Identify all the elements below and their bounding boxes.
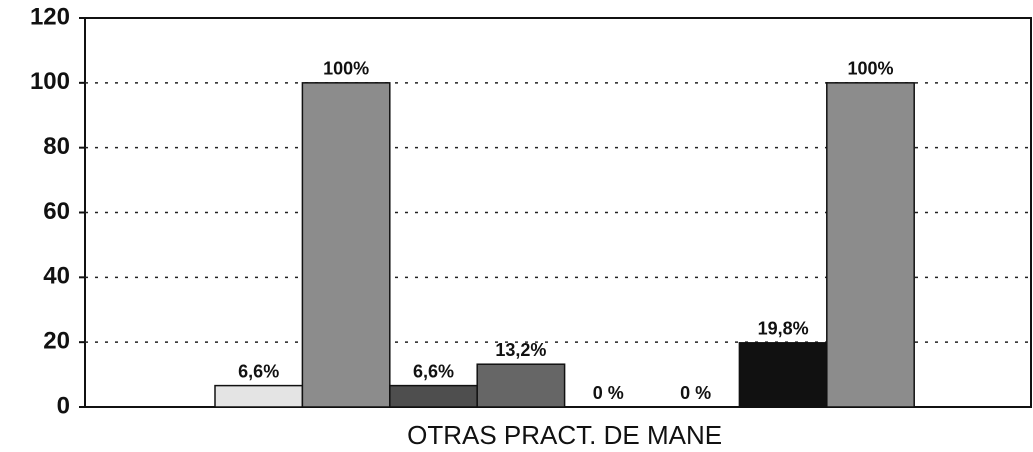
bar	[389, 384, 478, 408]
bar	[476, 363, 566, 408]
value-label: 13,2%	[495, 340, 546, 360]
y-tick-label: 0	[57, 392, 70, 419]
y-tick-label: 80	[43, 133, 70, 160]
y-tick-label: 100	[30, 68, 70, 95]
value-label: 100%	[847, 59, 893, 79]
y-tick-label: 20	[43, 328, 70, 355]
value-label: 0 %	[680, 383, 711, 403]
y-tick-label: 40	[43, 263, 70, 290]
value-label: 6,6%	[413, 361, 454, 381]
bar	[738, 342, 828, 408]
value-label: 6,6%	[238, 361, 279, 381]
x-tick-label: OTRAS PRACT. DE MANE	[407, 420, 722, 450]
y-tick-label: 60	[43, 198, 70, 225]
bar	[214, 384, 304, 408]
bar	[826, 82, 915, 408]
bar	[301, 82, 391, 408]
value-label: 100%	[323, 59, 369, 79]
y-tick-label: 120	[30, 3, 70, 30]
value-label: 0 %	[593, 383, 624, 403]
value-label: 19,8%	[758, 319, 809, 339]
